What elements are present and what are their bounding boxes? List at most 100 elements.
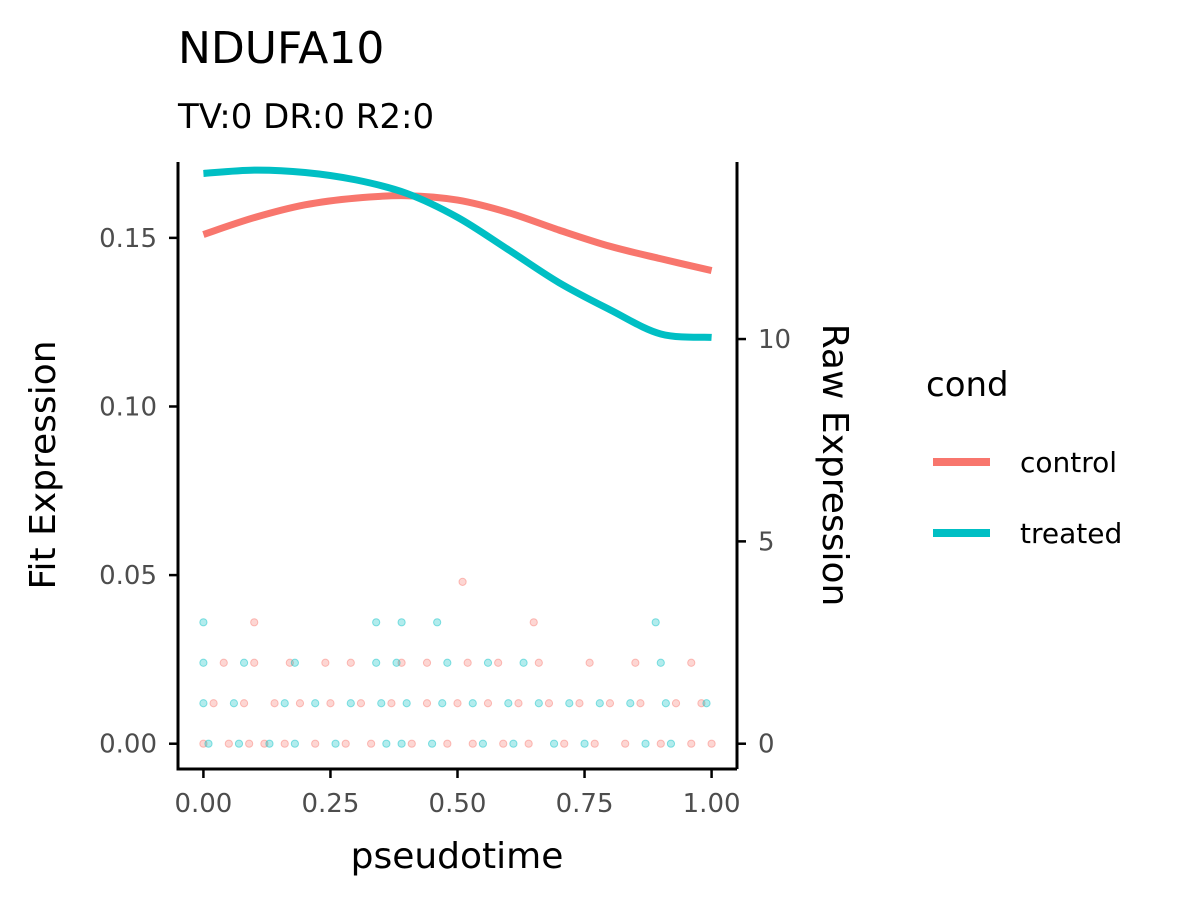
raw-point-control [468,739,477,748]
y-tick-label: 0.15 [99,224,157,254]
raw-point-treated [626,699,635,708]
raw-point-control [209,699,218,708]
raw-point-treated [504,699,513,708]
y2-axis-ticks: 0 5 10 [737,325,791,760]
fit-line-control [202,192,713,274]
raw-point-control [524,739,533,748]
raw-point-treated [311,699,320,708]
raw-point-control [199,739,208,748]
raw-point-treated [372,618,381,627]
raw-point-control [245,739,254,748]
raw-point-treated [468,699,477,708]
raw-point-treated [392,658,401,667]
raw-point-control [458,577,467,586]
raw-point-treated [433,618,442,627]
fit-line-treated [203,166,712,341]
x-tick-label: 0.00 [174,789,232,819]
x-tick-label: 1.00 [683,789,741,819]
fit-lines-layer [202,166,713,341]
raw-point-treated [372,658,381,667]
raw-point-control [585,658,594,667]
raw-point-control [295,699,305,708]
raw-point-control [656,739,665,748]
raw-point-treated [478,739,488,748]
raw-point-control [397,658,406,667]
raw-point-control [707,739,716,748]
y-tick-label: 0.00 [99,730,157,760]
x-tick-label: 0.75 [556,789,614,819]
raw-point-treated [549,739,559,748]
raw-point-control [321,658,330,667]
raw-point-control [636,699,645,708]
y-axis-title: Fit Expression [23,340,64,589]
raw-point-treated [402,699,411,708]
raw-point-treated [661,699,670,708]
x-tick-label: 0.50 [429,789,487,819]
raw-point-control [422,699,432,708]
raw-point-control [494,658,503,667]
raw-point-control [621,739,630,748]
raw-point-control [499,739,508,748]
raw-point-treated [427,739,437,748]
legend-label-treated: treated [1020,517,1122,550]
y2-axis-title: Raw Expression [814,324,855,607]
legend-label-control: control [1020,446,1117,479]
raw-point-control [529,618,538,627]
raw-point-control [250,618,259,627]
chart-title: NDUFA10 [178,23,384,74]
raw-point-treated [702,699,711,708]
raw-point-treated [483,658,493,667]
raw-point-control [483,699,493,708]
raw-point-treated [346,699,355,708]
raw-point-treated [199,618,208,627]
raw-point-control [590,739,599,748]
raw-point-control [687,658,696,667]
raw-point-treated [565,699,574,708]
raw-point-treated [382,739,391,748]
raw-point-control [224,739,233,748]
raw-point-treated [331,739,340,748]
y-tick-label: 0.05 [99,561,157,591]
raw-point-control [671,699,681,708]
raw-point-treated [199,699,208,708]
raw-point-control [367,739,376,748]
raw-point-treated [509,739,518,748]
y2-tick-label: 0 [758,730,775,760]
x-axis-ticks: 0.00 0.25 0.50 0.75 1.00 [174,769,741,819]
raw-point-treated [580,739,589,748]
y-axis-ticks: 0.00 0.05 0.10 0.15 [99,224,178,760]
raw-point-control [534,658,543,667]
raw-point-control [453,699,462,708]
raw-point-control [285,658,294,667]
raw-point-treated [290,739,299,748]
y-tick-label: 0.10 [99,392,157,422]
raw-point-control [687,739,696,748]
raw-point-treated [666,739,676,748]
raw-point-control [463,658,472,667]
raw-point-control [631,658,640,667]
raw-point-treated [265,739,274,748]
raw-point-control [514,699,523,708]
raw-point-control [250,658,259,667]
raw-point-control [346,658,355,667]
raw-point-control [422,658,432,667]
x-tick-label: 0.25 [302,789,360,819]
raw-point-control [219,658,228,667]
raw-point-treated [443,658,452,667]
raw-point-control [341,739,350,748]
raw-point-treated [199,658,208,667]
raw-point-treated [641,739,650,748]
raw-point-treated [239,658,249,667]
raw-point-control [387,699,396,708]
raw-point-treated [290,658,299,667]
raw-point-treated [519,658,528,667]
raw-point-treated [229,699,238,708]
raw-point-control [544,699,554,708]
chart-subtitle: TV:0 DR:0 R2:0 [177,97,434,137]
raw-point-treated [234,739,244,748]
raw-point-treated [377,699,386,708]
raw-point-control [326,699,335,708]
raw-point-control [560,739,569,748]
raw-point-treated [438,699,447,708]
raw-points-layer [199,577,716,748]
